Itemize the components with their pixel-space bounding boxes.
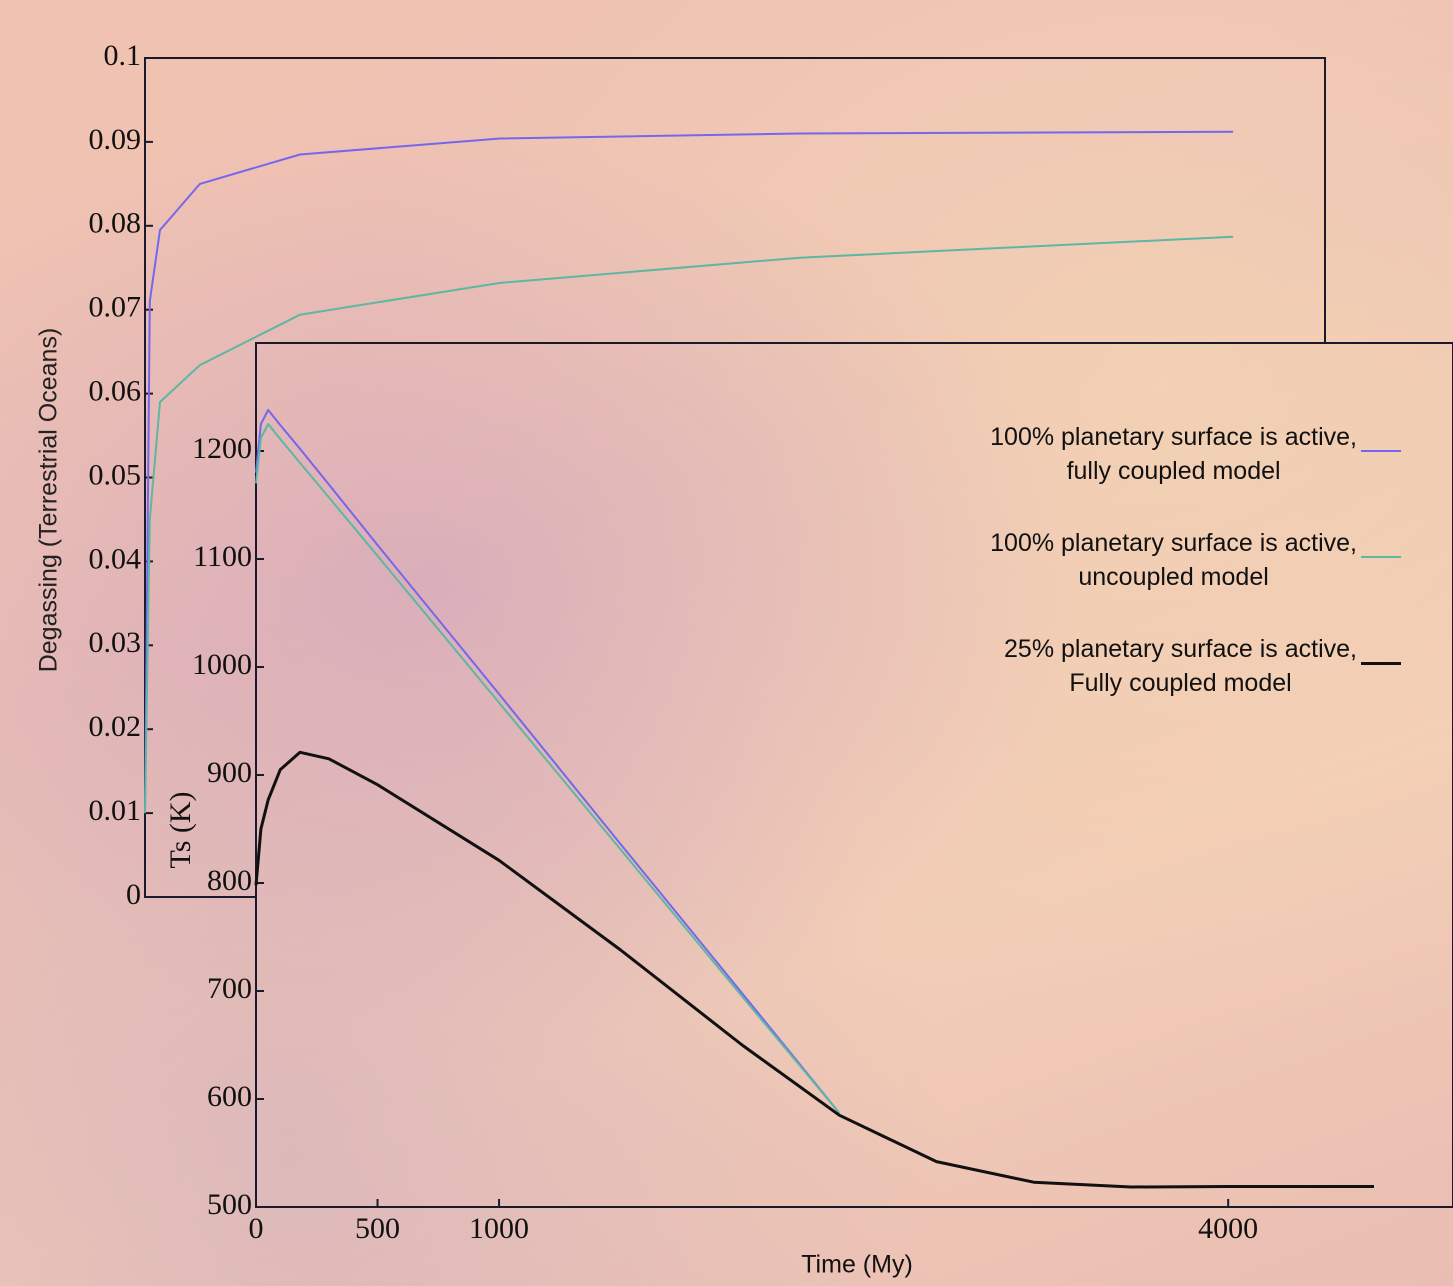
y-tick-label: 1000 [192,648,252,681]
series-line [256,424,839,1113]
x-tick-label: 0 [249,1212,264,1245]
y-tick-label: 1100 [193,540,252,573]
legend-entry: 25% planetary surface is active, Fully c… [901,632,1401,700]
x-tick-label: 4000 [1198,1212,1258,1245]
legend-label: 100% planetary surface is active, fully … [990,420,1357,488]
y-tick-label: 0.03 [89,626,142,659]
page: 0 0.01 0.02 0.03 0.04 0.05 0.06 0.07 0.08 0.09 0.1… [0,0,1453,1286]
y-tick-label: 0.09 [89,123,142,156]
y-tick-label: 0.07 [89,291,142,324]
legend-label: 25% planetary surface is active, Fully c… [1004,632,1357,700]
legend-label: 100% planetary surface is active, uncoup… [990,526,1357,594]
y-tick-label: 800 [207,864,252,897]
x-axis-label: Time (My) [801,1251,913,1279]
y-tick-label: 0.01 [89,794,142,827]
y-tick-label: 0 [126,878,141,911]
x-tick-label: 500 [355,1212,400,1245]
y-axis-label: Ts (K) [164,791,197,868]
y-tick-label: 0.02 [89,710,142,743]
y-axis-label: Degassing (Terrestrial Oceans) [35,328,63,673]
y-tick-label: 600 [207,1080,252,1113]
legend-entry: 100% planetary surface is active, uncoup… [901,526,1401,594]
y-tick-label: 900 [207,756,252,789]
legend-entry: 100% planetary surface is active, fully … [901,420,1401,488]
y-tick-label: 0.08 [89,207,142,240]
y-tick-label: 1200 [192,432,252,465]
legend: 100% planetary surface is active, fully … [901,420,1401,738]
y-tick-label: 700 [207,972,252,1005]
y-tick-label: 0.06 [89,374,142,407]
y-tick-label: 500 [207,1188,252,1221]
y-tick-label: 0.04 [89,542,142,575]
y-tick-label: 0.05 [89,458,142,491]
legend-swatch [1361,662,1401,665]
series-line [256,752,1374,1187]
legend-swatch [1361,556,1401,558]
x-tick-label: 1000 [469,1212,529,1245]
legend-swatch [1361,450,1401,452]
y-tick-label: 0.1 [104,39,142,72]
